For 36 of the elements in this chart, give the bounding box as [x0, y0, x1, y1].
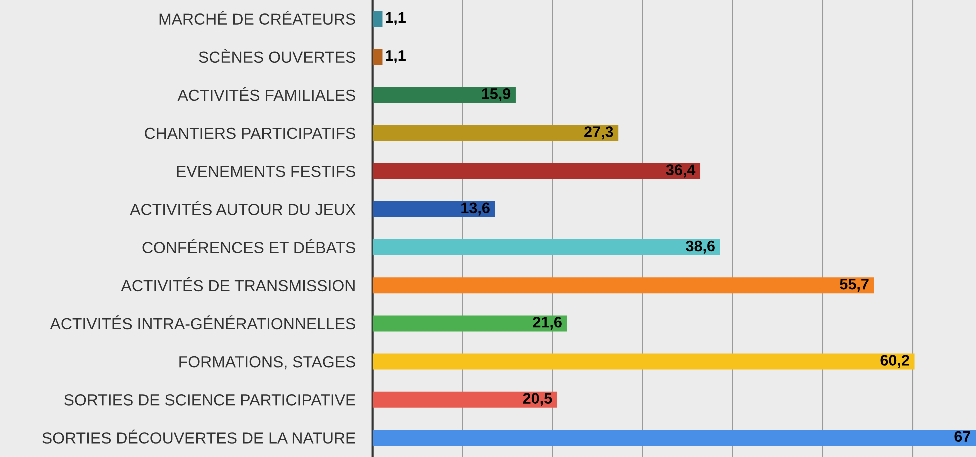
y-tick-label: ACTIVITÉS AUTOUR DU JEUX: [130, 201, 356, 216]
y-tick-label: EVENEMENTS FESTIFS: [177, 166, 356, 178]
bar: [372, 201, 496, 218]
bar: [372, 392, 558, 408]
data-label: 21,6: [533, 316, 562, 330]
y-tick-label: SCÈNES OUVERTES: [199, 49, 356, 64]
y-tick-label: FORMATIONS, STAGES: [180, 356, 356, 370]
data-label: 67: [954, 431, 971, 442]
data-label: 55,7: [840, 279, 869, 292]
y-tick-label: CONFÉRENCES ET DÉBATS: [142, 239, 356, 254]
bar: [372, 87, 516, 104]
y-tick-label: SORTIES DE SCIENCE PARTICIPATIVE: [64, 394, 356, 406]
bar: [372, 316, 568, 332]
y-tick-label: ACTIVITÉS DE TRANSMISSION: [121, 278, 355, 292]
bar: [372, 354, 915, 370]
data-label: 1,1: [386, 50, 406, 64]
bar: [372, 278, 874, 294]
data-label: 27,3: [584, 126, 614, 140]
data-label: 38,6: [686, 240, 715, 254]
bar: [372, 125, 619, 142]
data-label: 1,1: [386, 12, 406, 26]
data-label: 60,2: [880, 355, 910, 368]
y-tick-label: ACTIVITÉS FAMILIALES: [178, 87, 356, 102]
data-label: 20,5: [523, 393, 552, 406]
y-tick-label: SORTIES DÉCOUVERTES DE LA NATURE: [42, 430, 356, 444]
bar: [372, 11, 383, 28]
data-label: 36,4: [666, 164, 696, 178]
y-tick-label: CHANTIERS PARTICIPATIFS: [145, 128, 356, 140]
y-tick-label: MARCHÉ DE CRÉATEURS: [160, 10, 356, 25]
bar: [372, 163, 701, 180]
y-tick-label: ACTIVITÉS INTRA-GÉNÉRATIONNELLES: [50, 316, 356, 330]
data-label: 15,9: [482, 88, 511, 102]
bar: [372, 430, 976, 446]
data-label: 13,6: [462, 202, 490, 216]
bar: [372, 49, 383, 66]
bar: [372, 240, 720, 256]
